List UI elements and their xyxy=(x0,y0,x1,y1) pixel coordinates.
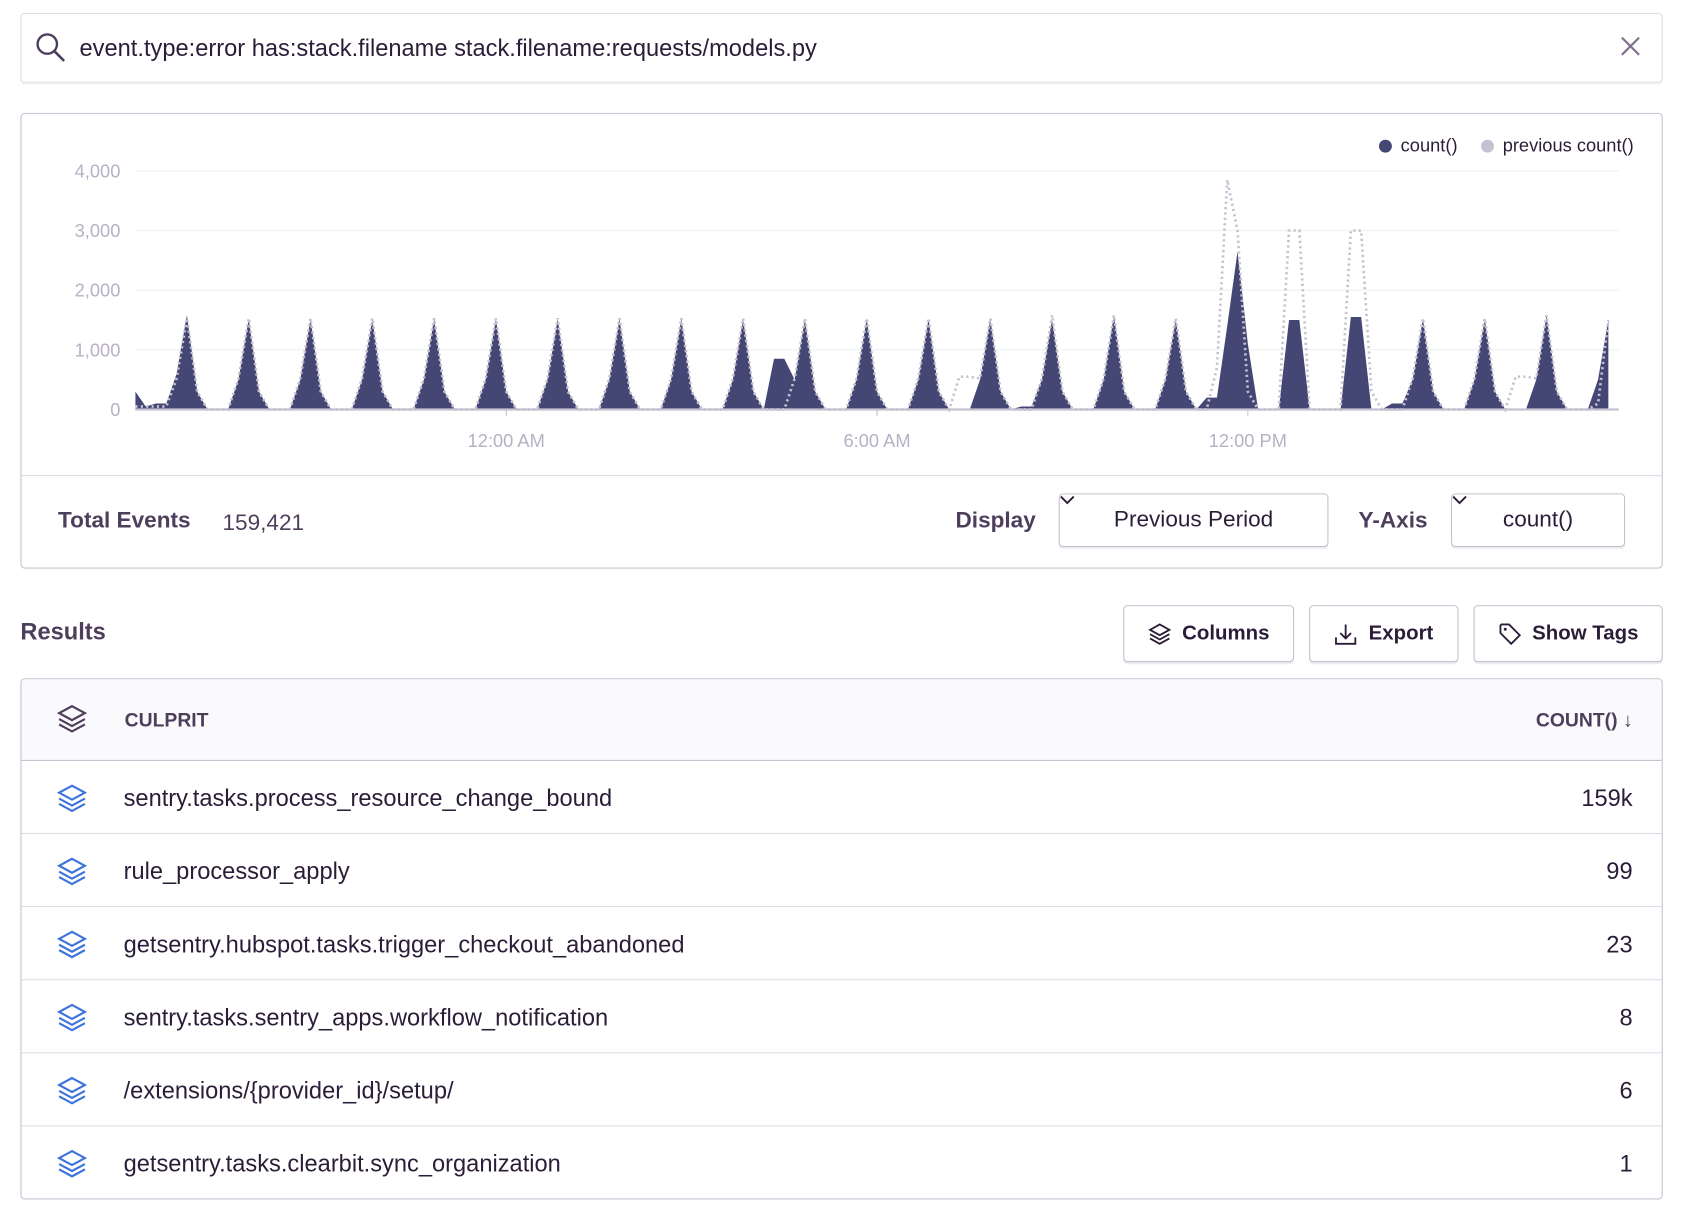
count-series-area xyxy=(135,251,1609,410)
tag-icon xyxy=(1499,623,1521,645)
culprit-cell[interactable]: /extensions/{provider_id}/setup/ xyxy=(123,1076,454,1104)
table-row[interactable]: getsentry.hubspot.tasks.trigger_checkout… xyxy=(21,907,1662,981)
stack-icon xyxy=(56,782,88,820)
x-tick-label: 12:00 AM xyxy=(468,430,545,451)
download-icon xyxy=(1335,623,1357,645)
x-tick-label: 12:00 PM xyxy=(1209,430,1287,451)
stack-icon xyxy=(56,929,88,967)
culprit-cell[interactable]: sentry.tasks.sentry_apps.workflow_notifi… xyxy=(123,1003,609,1031)
chart-legend: count() previous count() xyxy=(1379,135,1634,156)
show-tags-button[interactable]: Show Tags xyxy=(1473,605,1663,663)
chevron-down-icon xyxy=(1060,495,1075,505)
column-header-culprit[interactable]: CULPRIT xyxy=(124,709,209,731)
count-cell: 6 xyxy=(1619,1076,1633,1104)
stack-icon xyxy=(56,1075,88,1113)
display-label: Display xyxy=(955,508,1036,534)
count-cell: 8 xyxy=(1619,1003,1633,1031)
stack-icon xyxy=(56,856,88,894)
table-row[interactable]: sentry.tasks.sentry_apps.workflow_notifi… xyxy=(21,980,1662,1054)
results-table: CULPRIT COUNT() ↓ sentry.tasks.process_r… xyxy=(20,678,1663,1200)
count-cell: 1 xyxy=(1619,1150,1633,1177)
table-row[interactable]: rule_processor_apply 99 xyxy=(21,834,1662,908)
chart-footer: Total Events 159,421 Display Previous Pe… xyxy=(21,475,1662,567)
chart-panel: 0 1,000 2,000 3,000 4,000 12:00 AM 6:00 AM 12:0… xyxy=(20,112,1663,569)
culprit-cell[interactable]: getsentry.tasks.clearbit.sync_organizati… xyxy=(123,1150,561,1177)
results-title: Results xyxy=(20,618,106,645)
legend-dot-icon xyxy=(1481,139,1495,153)
y-tick-label: 1,000 xyxy=(75,339,121,360)
display-value: Previous Period xyxy=(1113,507,1274,533)
stack-icon xyxy=(56,1002,88,1040)
export-button[interactable]: Export xyxy=(1309,605,1459,663)
display-dropdown[interactable]: Previous Period xyxy=(1058,493,1329,548)
table-row[interactable]: /extensions/{provider_id}/setup/ 6 xyxy=(21,1053,1662,1127)
table-row[interactable]: getsentry.tasks.clearbit.sync_organizati… xyxy=(21,1126,1661,1198)
stack-icon xyxy=(56,1148,88,1186)
show-tags-label: Show Tags xyxy=(1532,621,1639,645)
total-events-label: Total Events xyxy=(58,508,191,534)
stack-icon xyxy=(56,703,88,741)
table-row[interactable]: sentry.tasks.process_resource_change_bou… xyxy=(21,761,1662,835)
count-cell: 159k xyxy=(1581,784,1633,812)
events-chart: 0 1,000 2,000 3,000 4,000 12:00 AM 6:00 AM 12:0… xyxy=(75,160,1619,451)
y-tick-label: 2,000 xyxy=(75,280,121,301)
legend-item-previous-count[interactable]: previous count() xyxy=(1481,135,1634,156)
legend-dot-icon xyxy=(1379,139,1393,153)
search-input[interactable]: event.type:error has:stack.filename stac… xyxy=(79,34,817,62)
table-header: CULPRIT COUNT() ↓ xyxy=(21,679,1662,761)
culprit-cell[interactable]: getsentry.hubspot.tasks.trigger_checkout… xyxy=(123,930,685,958)
count-cell: 99 xyxy=(1606,857,1633,885)
y-axis-dropdown[interactable]: count() xyxy=(1450,493,1626,548)
x-tick-label: 6:00 AM xyxy=(844,430,911,451)
stack-icon xyxy=(1148,622,1172,645)
culprit-cell[interactable]: sentry.tasks.process_resource_change_bou… xyxy=(123,784,613,812)
column-header-count[interactable]: COUNT() ↓ xyxy=(1535,709,1633,731)
export-label: Export xyxy=(1368,621,1434,645)
search-icon xyxy=(34,31,66,69)
y-tick-label: 4,000 xyxy=(75,160,121,181)
y-tick-label: 0 xyxy=(110,399,120,420)
chevron-down-icon xyxy=(1452,495,1467,505)
y-axis-value: count() xyxy=(1502,507,1574,533)
search-bar[interactable]: event.type:error has:stack.filename stac… xyxy=(20,12,1663,83)
legend-item-count[interactable]: count() xyxy=(1379,135,1458,156)
total-events-value: 159,421 xyxy=(222,510,305,536)
columns-label: Columns xyxy=(1182,621,1270,645)
columns-button[interactable]: Columns xyxy=(1123,605,1295,663)
y-axis-label: Y-Axis xyxy=(1358,508,1428,534)
close-icon[interactable] xyxy=(1619,34,1643,63)
culprit-cell[interactable]: rule_processor_apply xyxy=(123,857,350,885)
count-cell: 23 xyxy=(1606,930,1633,958)
y-tick-label: 3,000 xyxy=(75,220,121,241)
